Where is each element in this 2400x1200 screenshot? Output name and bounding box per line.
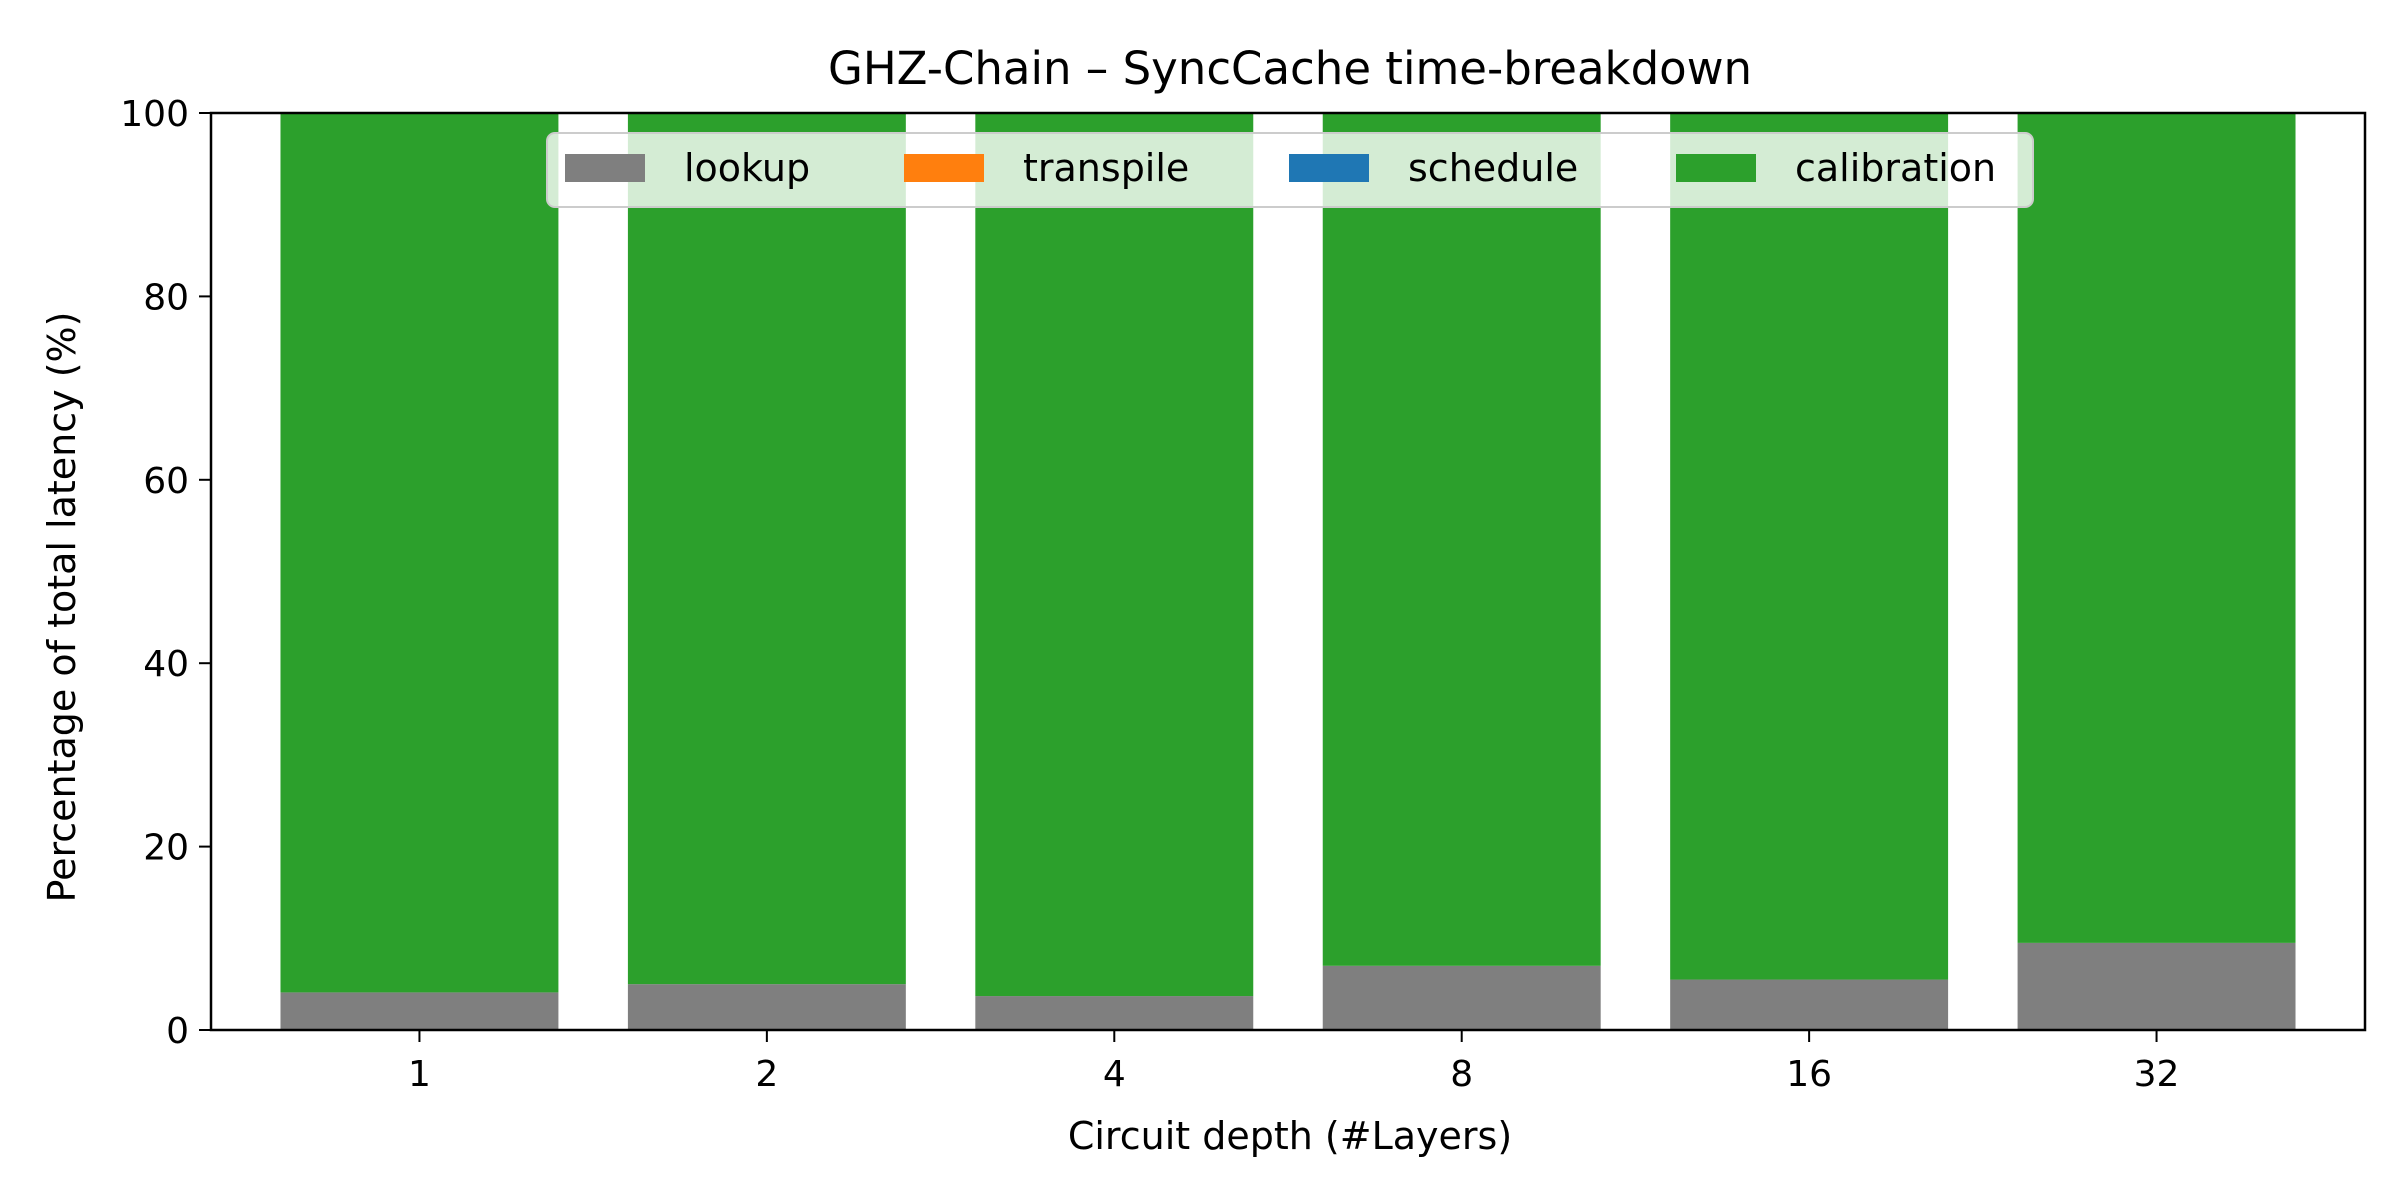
bar-lookup-32 [2017,942,2296,1030]
bar-lookup-8 [1322,965,1601,1030]
y-tick-label: 60 [143,461,189,502]
x-tick-label: 2 [755,1054,778,1095]
plot-frame [209,111,2367,1032]
legend-label-lookup: lookup [684,146,810,190]
bar-lookup-1 [280,992,559,1030]
bar-calibration-2 [627,113,906,985]
legend-label-schedule: schedule [1408,146,1578,190]
y-tick-label: 0 [166,1011,189,1052]
bar-calibration-32 [2017,113,2296,943]
bar-calibration-16 [1670,113,1949,980]
y-axis-label: Percentage of total latency (%) [40,312,84,903]
y-tick-label: 100 [120,94,189,135]
y-tick-label: 20 [143,828,189,869]
chart-title: GHZ-Chain – SyncCache time-breakdown [828,42,1752,95]
bar-lookup-16 [1670,979,1949,1030]
legend-swatch-lookup [565,154,645,182]
x-tick-label: 16 [1786,1054,1832,1095]
x-tick-label: 4 [1103,1054,1126,1095]
y-tick-label: 80 [143,277,189,318]
legend-swatch-schedule [1289,154,1369,182]
legend-swatch-transpile [904,154,984,182]
x-tick-label: 1 [408,1054,431,1095]
y-tick-label: 40 [143,644,189,685]
y-axis: 0 20 40 60 80 100 [120,94,211,1052]
legend-label-calibration: calibration [1795,146,1996,190]
x-axis: 1 2 4 8 16 32 [408,1030,2179,1095]
bar-calibration-4 [975,113,1254,997]
x-tick-label: 32 [2134,1054,2180,1095]
bar-lookup-2 [627,984,906,1030]
legend-label-transpile: transpile [1023,146,1189,190]
bar-calibration-8 [1322,113,1601,966]
legend-swatch-calibration [1676,154,1756,182]
legend: lookup transpile schedule calibration [546,132,2034,208]
bar-lookup-4 [975,996,1254,1030]
x-tick-label: 8 [1450,1054,1473,1095]
bar-calibration-1 [280,113,559,993]
x-axis-label: Circuit depth (#Layers) [1068,1114,1512,1158]
bars-layer [280,113,2296,1030]
